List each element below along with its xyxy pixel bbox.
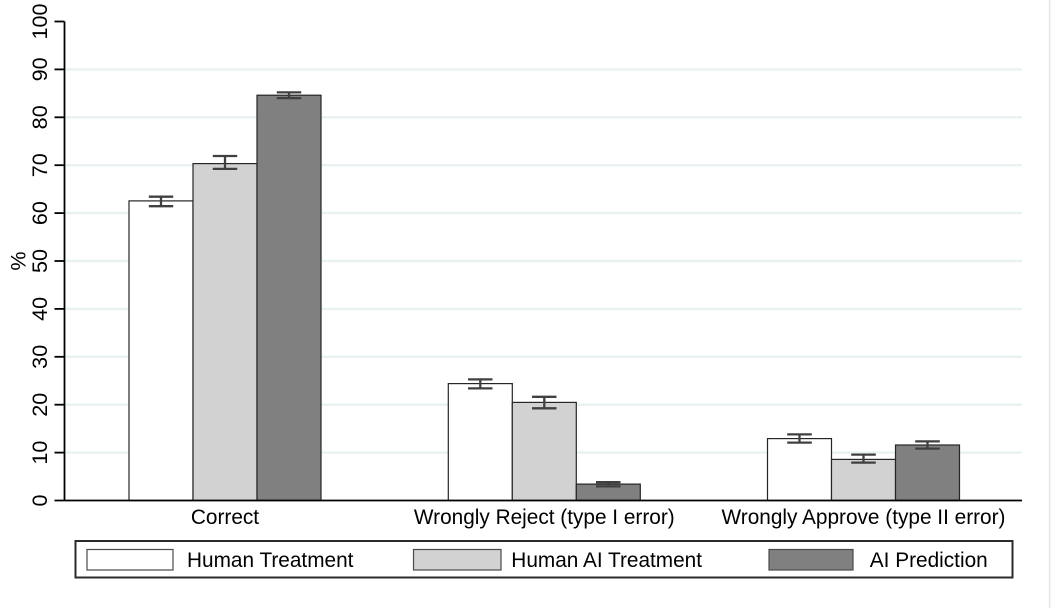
svg-text:70: 70 bbox=[27, 153, 52, 177]
svg-text:100: 100 bbox=[27, 3, 52, 39]
svg-text:Human AI Treatment: Human AI Treatment bbox=[511, 549, 702, 572]
svg-text:Correct: Correct bbox=[191, 506, 259, 529]
svg-text:60: 60 bbox=[27, 201, 52, 225]
svg-text:AI Prediction: AI Prediction bbox=[870, 549, 988, 572]
svg-text:Human Treatment: Human Treatment bbox=[187, 549, 354, 572]
svg-text:0: 0 bbox=[27, 494, 52, 506]
svg-text:90: 90 bbox=[27, 57, 52, 81]
svg-text:Wrongly Approve (type II error: Wrongly Approve (type II error) bbox=[722, 506, 1006, 529]
svg-text:10: 10 bbox=[27, 441, 52, 465]
svg-text:40: 40 bbox=[27, 297, 52, 321]
svg-text:80: 80 bbox=[27, 105, 52, 129]
svg-text:Wrongly Reject (type I error): Wrongly Reject (type I error) bbox=[414, 506, 675, 529]
svg-text:%: % bbox=[5, 251, 30, 270]
svg-text:50: 50 bbox=[27, 249, 52, 273]
svg-text:30: 30 bbox=[27, 345, 52, 369]
svg-text:20: 20 bbox=[27, 393, 52, 417]
